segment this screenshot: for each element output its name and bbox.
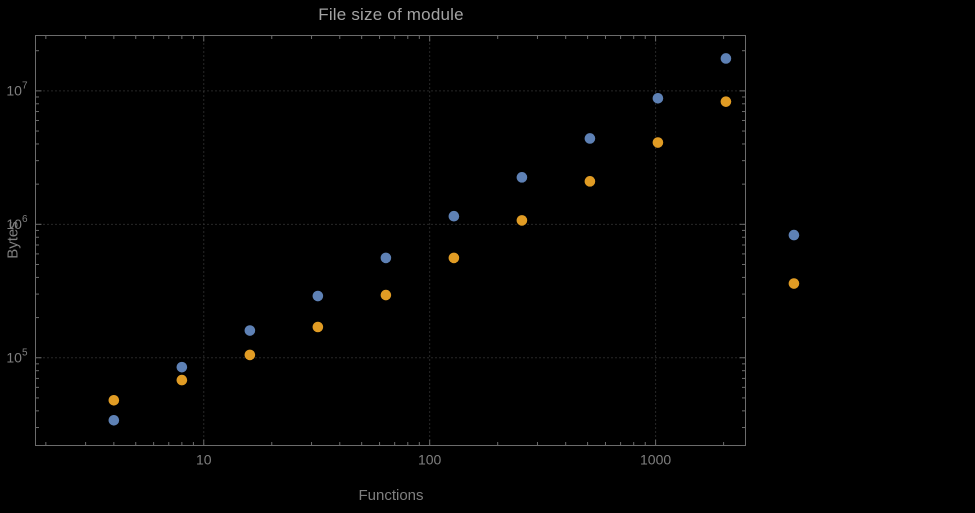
blue-series-point — [176, 361, 188, 373]
y-axis-label: Bytes — [4, 221, 22, 259]
blue-series-point — [788, 229, 800, 241]
y-tick-label: 106 — [6, 214, 28, 232]
x-tick-label: 1000 — [640, 452, 671, 468]
orange-series-point — [584, 176, 596, 187]
plot-title: File size of module — [318, 5, 464, 24]
orange-series-point — [516, 215, 528, 226]
blue-series-point — [448, 210, 460, 222]
orange-series-point — [244, 349, 256, 361]
plot-frame — [35, 35, 746, 446]
orange-series-point — [652, 137, 664, 148]
blue-series-point — [584, 133, 596, 144]
blue-series-point — [652, 92, 664, 104]
x-tick-label: 100 — [418, 452, 442, 468]
orange-series-point — [176, 374, 188, 386]
y-tick-label: 107 — [6, 80, 28, 98]
orange-series-point — [448, 252, 460, 264]
blue-series-point — [244, 325, 256, 336]
orange-series-point — [380, 289, 392, 301]
blue-series-point — [516, 172, 528, 183]
blue-series-point — [108, 414, 120, 426]
orange-series-point — [108, 394, 120, 406]
orange-series-point — [788, 278, 800, 289]
x-tick-label: 10 — [196, 452, 212, 468]
blue-series-point — [380, 252, 392, 264]
blue-series-point — [720, 53, 732, 64]
blue-series-point — [312, 290, 324, 302]
orange-series-point — [720, 96, 732, 107]
y-tick-label: 105 — [6, 347, 28, 365]
x-axis-label: Functions — [358, 487, 424, 504]
orange-series-point — [312, 321, 324, 333]
